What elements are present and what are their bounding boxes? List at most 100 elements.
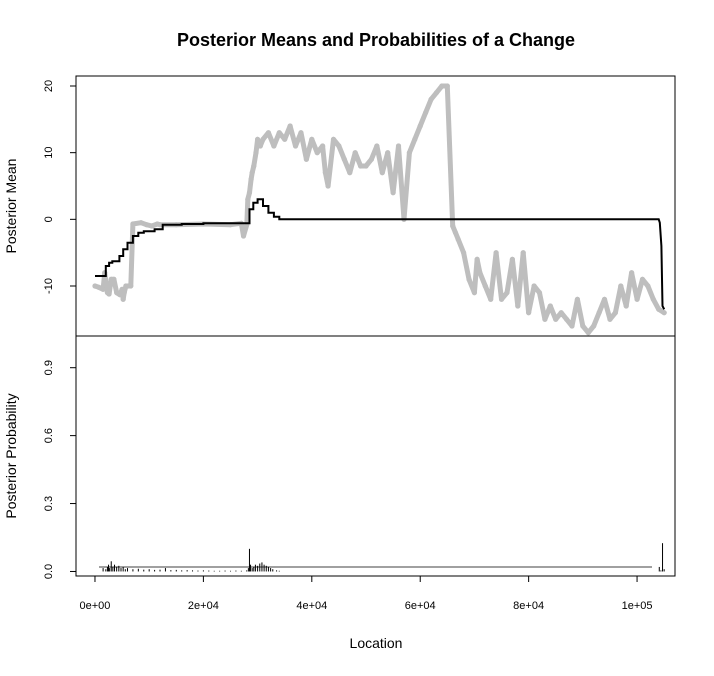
posterior-probability-y-tick-label: 0.9: [43, 360, 55, 375]
observed-data-point: [254, 136, 261, 142]
observed-data-point: [276, 130, 282, 136]
observed-data-point: [623, 303, 629, 309]
observed-data-point: [618, 283, 624, 289]
observed-data-point: [253, 150, 259, 156]
observed-data-point: [471, 290, 478, 296]
posterior-mean-y-axis: -10 0 10 20: [43, 80, 76, 294]
observed-data-point: [477, 270, 483, 276]
observed-data-point: [450, 223, 456, 229]
observed-data-point: [488, 296, 494, 302]
observed-data-point: [260, 136, 266, 142]
observed-data-point: [117, 292, 123, 298]
observed-data-point: [601, 296, 608, 302]
observed-data-point: [612, 310, 618, 316]
observed-data-point: [368, 156, 375, 162]
observed-data-point: [569, 323, 575, 329]
posterior-probability-y-tick-label: 0.3: [43, 496, 55, 511]
observed-data-point: [498, 296, 505, 302]
posterior-mean-y-tick-label: 20: [43, 80, 55, 92]
observed-data-point: [309, 136, 315, 142]
observed-data-point: [515, 303, 521, 309]
observed-data-point: [322, 170, 328, 176]
observed-data-point: [251, 163, 257, 169]
observed-data-points: [92, 83, 667, 336]
posterior-probability-y-tick-label: 0.0: [43, 564, 55, 579]
observed-data-point: [265, 130, 272, 136]
observed-data-point: [245, 196, 251, 202]
observed-data-point: [120, 296, 126, 302]
posterior-mean-y-tick-label: 0: [43, 216, 55, 222]
observed-data-point: [412, 136, 418, 142]
observed-data-point: [106, 291, 112, 297]
posterior-probability-y-axis-title: Posterior Probability: [3, 393, 19, 518]
observed-data-point: [246, 190, 253, 196]
observed-data-point: [547, 303, 553, 309]
observed-data-point: [282, 136, 288, 142]
observed-data-point: [363, 163, 369, 169]
posterior-mean-panel: Posterior Mean -10 0 10 20: [3, 75, 676, 337]
observed-data-point: [423, 110, 429, 116]
posterior-probability-panel: Posterior Probability 0.0 0.3 0.6 0.9: [3, 335, 676, 579]
observed-data-point: [661, 310, 667, 316]
posterior-mean-y-axis-title: Posterior Mean: [3, 159, 19, 254]
posterior-probability-y-axis: 0.0 0.3 0.6 0.9: [43, 360, 76, 579]
observed-data-point: [96, 284, 102, 290]
observed-data-point: [607, 316, 613, 322]
x-tick-label: 2e+04: [188, 600, 219, 612]
posterior-mean-line: [95, 198, 666, 310]
observed-data-point: [314, 150, 320, 156]
observed-data-point: [292, 143, 299, 149]
observed-data-point: [298, 130, 304, 136]
observed-data-point: [634, 296, 640, 302]
posterior-mean-plot-frame: [75, 75, 676, 337]
observed-data-point: [128, 283, 134, 289]
observed-data-point: [385, 150, 391, 156]
observed-data-point: [493, 250, 499, 256]
observed-data-point: [639, 276, 646, 282]
observed-data-point: [531, 283, 537, 289]
observed-data-point: [656, 306, 662, 312]
posterior-probability-plot-frame: [75, 335, 676, 577]
x-tick-label: 1e+05: [622, 600, 653, 612]
observed-data-point: [433, 90, 440, 96]
observed-data-point: [417, 123, 423, 129]
observed-data-point: [585, 330, 591, 336]
observed-data-point: [629, 270, 635, 276]
observed-data-point: [379, 170, 385, 176]
observed-data-point: [526, 310, 532, 316]
posterior-mean-y-tick-label: 10: [43, 147, 55, 159]
x-tick-label: 4e+04: [296, 600, 327, 612]
observed-data-point: [249, 170, 255, 176]
observed-data-point: [357, 163, 364, 169]
observed-data-point: [320, 143, 326, 149]
observed-data-point: [574, 296, 581, 302]
observed-data-point: [138, 220, 144, 226]
posterior-probability-bars: [102, 543, 665, 572]
observed-data-point: [536, 290, 543, 296]
x-tick-label: 8e+04: [513, 600, 544, 612]
observed-data-point: [444, 83, 450, 89]
chart-title: Posterior Means and Probabilities of a C…: [177, 30, 575, 50]
observed-data-point: [395, 143, 402, 149]
observed-data-point: [121, 290, 127, 296]
posterior-mean-line-group: [95, 198, 666, 310]
observed-data-point: [504, 290, 510, 296]
observed-data-point: [558, 310, 564, 316]
observed-data-point: [406, 150, 412, 156]
observed-data-point: [591, 323, 597, 329]
observed-data-point: [645, 283, 651, 289]
observed-data-point: [248, 176, 254, 182]
observed-data-point: [439, 83, 445, 89]
observed-data-point: [157, 222, 163, 228]
observed-data-point: [455, 236, 461, 242]
x-axis-title: Location: [350, 635, 403, 651]
observed-data-point: [271, 143, 277, 149]
observed-data-point: [553, 316, 559, 322]
observed-data-point: [474, 256, 480, 262]
observed-data-point: [130, 221, 136, 227]
observed-data-point: [650, 296, 656, 302]
observed-data-point: [428, 96, 434, 102]
observed-data-point: [460, 250, 467, 256]
observed-data-point: [336, 143, 342, 149]
